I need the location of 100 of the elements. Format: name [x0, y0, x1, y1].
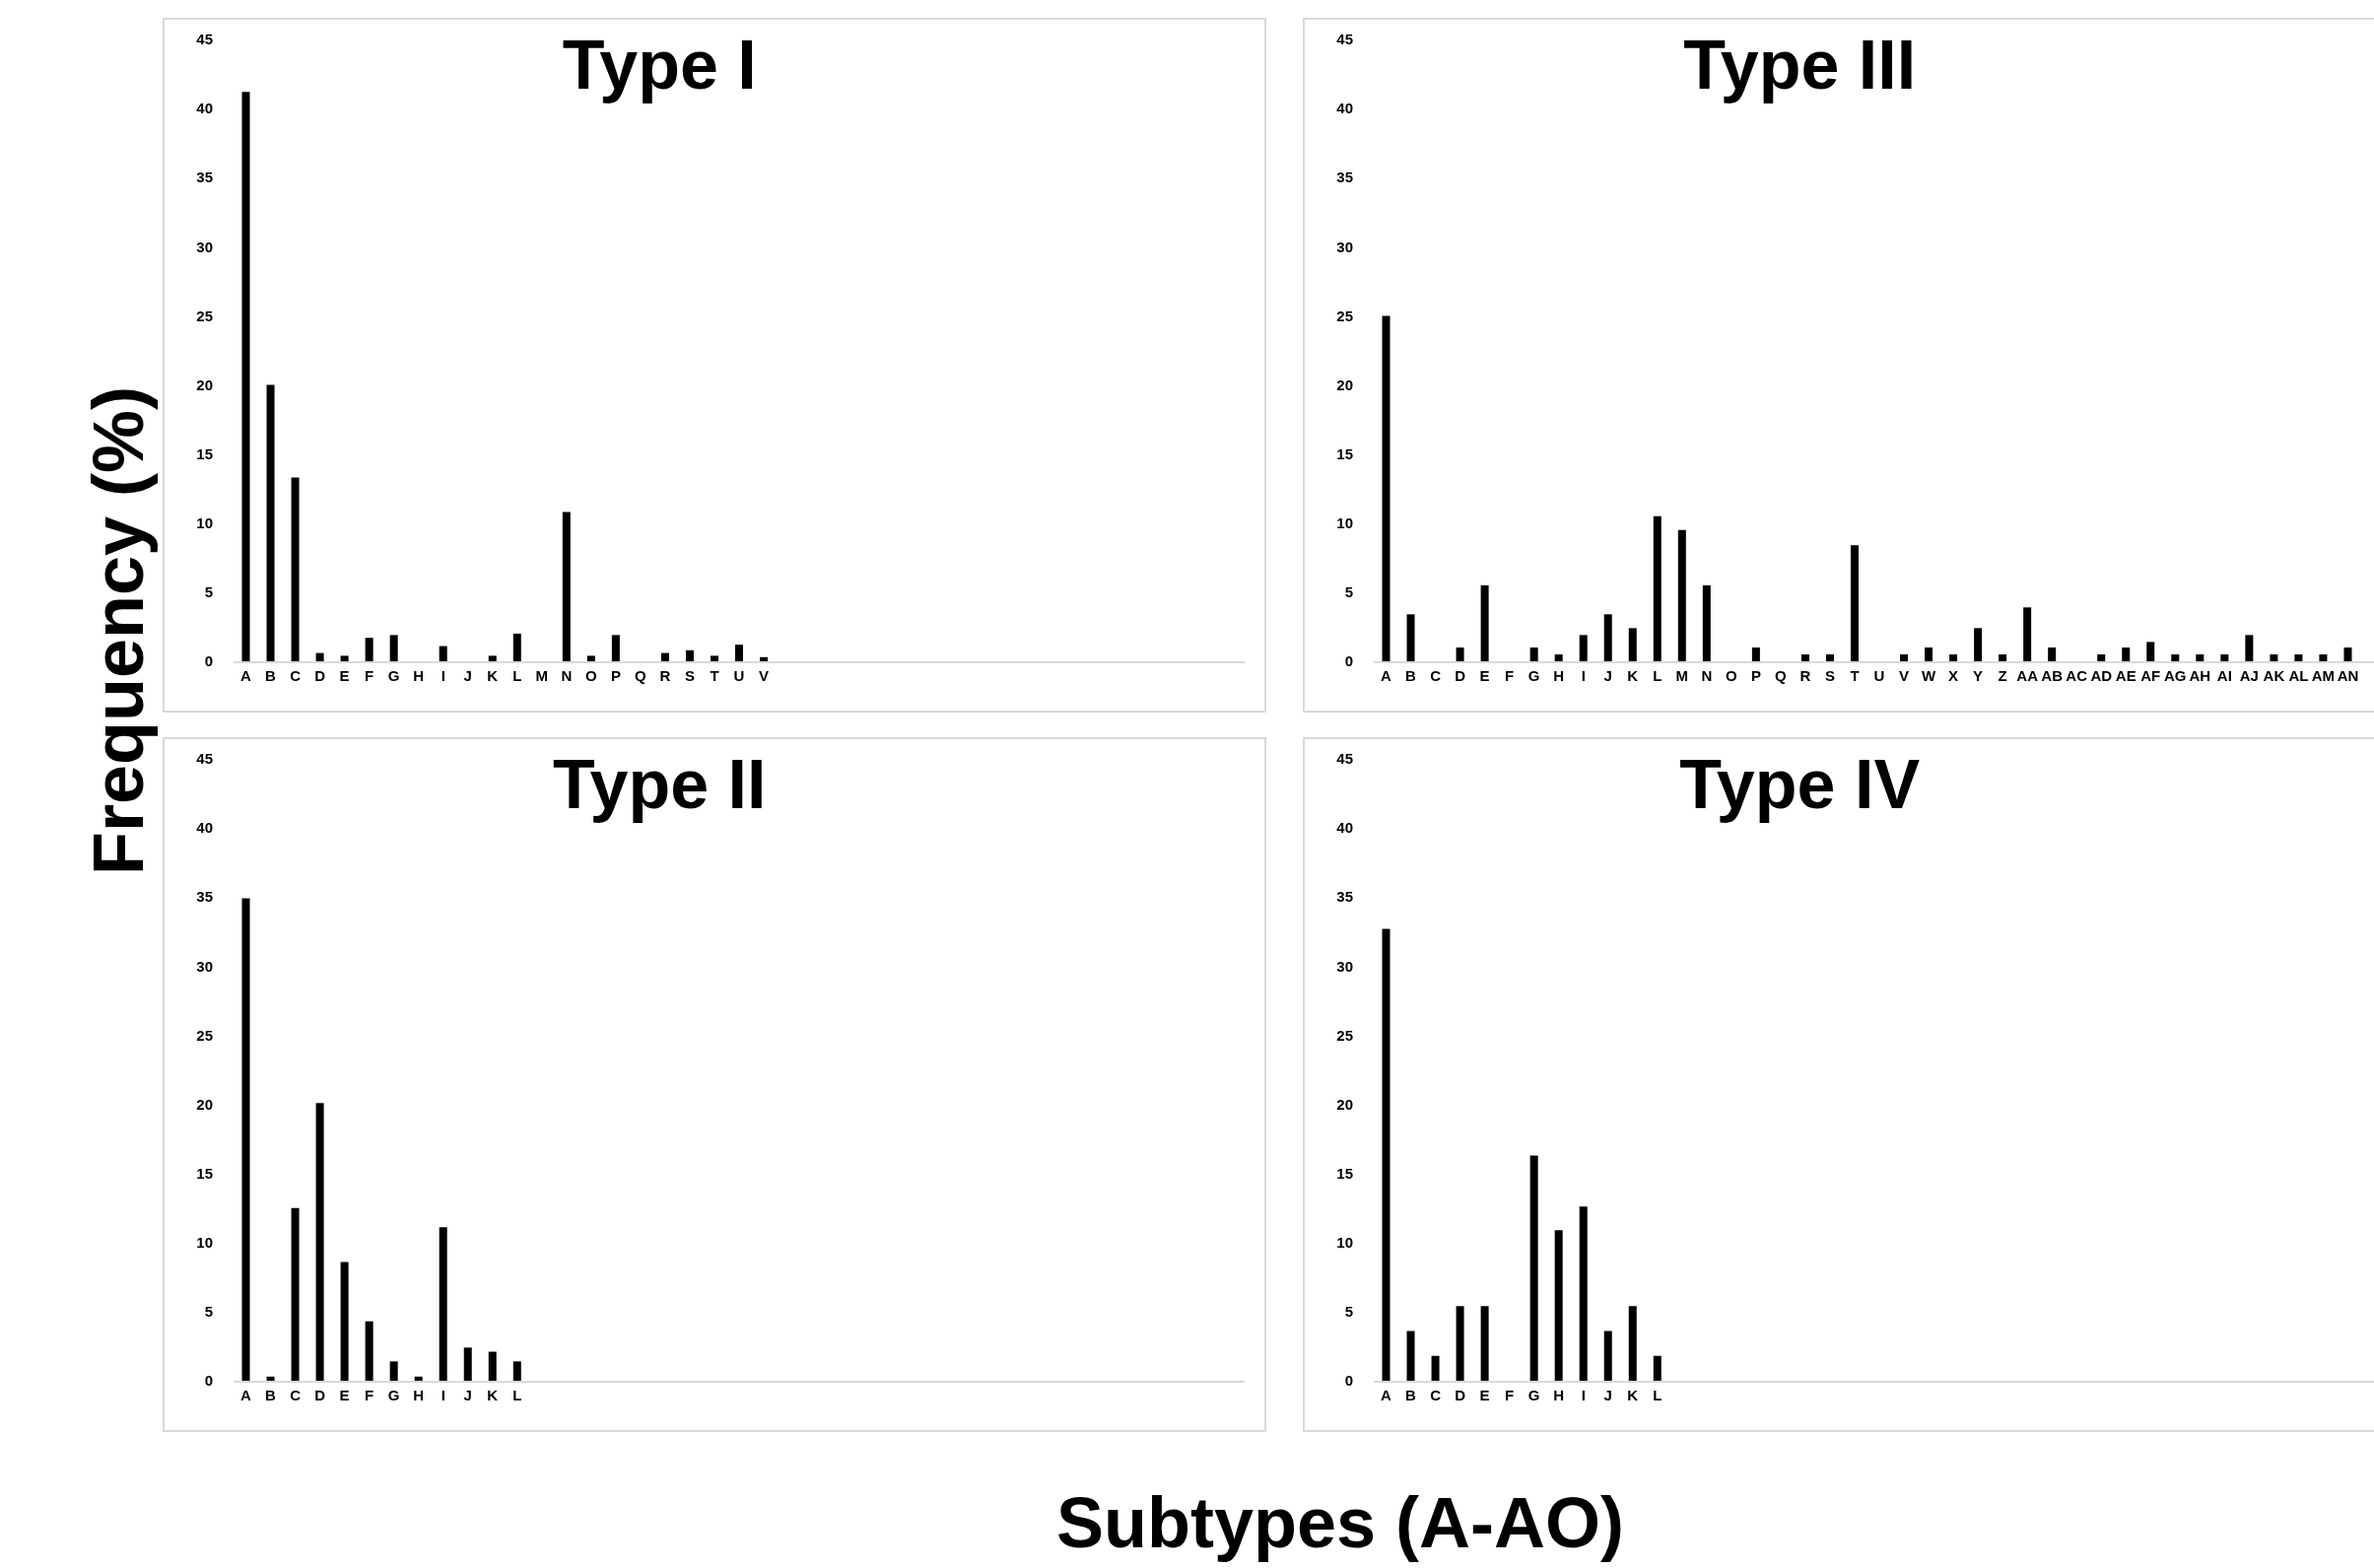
y-tick-label: 5	[204, 583, 213, 601]
x-tick-label: U	[1873, 667, 1885, 684]
x-tick-label: M	[1675, 667, 1689, 684]
y-tick-label: 30	[1336, 238, 1353, 255]
y-axis-title: Frequency (%)	[78, 385, 159, 876]
x-tick-label: V	[759, 667, 770, 684]
y-tick-label: 15	[196, 444, 213, 462]
bar	[315, 652, 324, 661]
x-tick-label: AI	[2216, 667, 2232, 684]
x-tick-label: G	[1527, 667, 1540, 684]
bar	[340, 655, 349, 661]
x-tick-label: AN	[2337, 667, 2359, 684]
bar	[439, 646, 447, 661]
bar	[439, 1227, 447, 1381]
bar	[2294, 653, 2303, 661]
bar	[414, 1376, 423, 1381]
y-tick-label: 30	[196, 238, 213, 255]
bar	[1529, 647, 1538, 661]
x-tick-label: H	[1553, 667, 1565, 684]
y-tick-label: 15	[1336, 444, 1353, 462]
y-tick-label: 10	[196, 1234, 213, 1252]
y-tick-label: 15	[196, 1164, 213, 1182]
x-tick-label: C	[290, 1387, 302, 1403]
bar	[241, 92, 250, 661]
x-tick-label: A	[1381, 1387, 1392, 1403]
bar	[1974, 628, 1983, 661]
y-tick-label: 40	[196, 819, 213, 837]
bar	[2343, 647, 2352, 661]
bar	[562, 511, 571, 661]
x-tick-label: F	[365, 667, 374, 684]
bar	[266, 384, 275, 661]
x-tick-label: C	[290, 667, 302, 684]
x-tick-label: AH	[2189, 667, 2211, 684]
y-tick-label: 0	[204, 1372, 213, 1390]
y-tick-label: 0	[204, 652, 213, 670]
y-tick-label: 30	[196, 957, 213, 975]
x-tick-label: Y	[1973, 667, 1984, 684]
x-tick-label: I	[1581, 667, 1586, 684]
bar	[1677, 529, 1686, 661]
bar	[710, 655, 718, 661]
bar	[2146, 642, 2155, 661]
bar	[1800, 653, 1809, 661]
x-tick-label: L	[512, 667, 522, 684]
x-tick-label: AA	[2016, 667, 2039, 684]
bar	[1579, 635, 1588, 661]
y-tick-label: 35	[1336, 888, 1353, 906]
bar	[2097, 653, 2106, 661]
x-tick-label: F	[1505, 667, 1515, 684]
x-tick-label: E	[339, 1387, 350, 1403]
x-tick-label: L	[1653, 1387, 1662, 1403]
y-tick-label: 20	[196, 1095, 213, 1113]
bar	[2122, 647, 2131, 661]
x-tick-label: Q	[635, 667, 647, 684]
x-tick-label: S	[1824, 667, 1835, 684]
x-tick-label: F	[365, 1387, 374, 1403]
bar	[1554, 1230, 1563, 1381]
bar	[611, 635, 620, 661]
bar	[266, 1376, 275, 1381]
y-tick-label: 30	[1336, 957, 1353, 975]
x-tick-label: I	[1581, 1387, 1586, 1403]
bar	[2270, 653, 2278, 661]
x-tick-label: G	[387, 667, 400, 684]
bar	[1431, 1355, 1440, 1381]
x-tick-label: AF	[2140, 667, 2161, 684]
x-tick-label: D	[1455, 667, 1466, 684]
bar	[365, 1321, 373, 1381]
bar	[660, 652, 669, 661]
chart-title: Type III	[1683, 27, 1917, 104]
y-tick-label: 5	[1344, 583, 1353, 601]
y-tick-label: 0	[1344, 652, 1353, 670]
bar	[291, 1207, 300, 1381]
bar	[488, 655, 497, 661]
y-tick-label: 40	[196, 100, 213, 117]
x-tick-label: AM	[2311, 667, 2336, 684]
x-tick-label: B	[1405, 667, 1417, 684]
bar	[315, 1103, 324, 1381]
bar	[2023, 607, 2032, 661]
x-tick-label: B	[1405, 1387, 1417, 1403]
x-tick-label: K	[487, 1387, 499, 1403]
y-tick-label: 20	[196, 375, 213, 393]
bar	[1603, 614, 1612, 661]
x-tick-label: V	[1899, 667, 1910, 684]
bar	[586, 655, 595, 661]
y-tick-label: 40	[1336, 100, 1353, 117]
x-tick-label: S	[684, 667, 695, 684]
x-tick-label: K	[1627, 1387, 1639, 1403]
bar	[1949, 653, 1958, 661]
x-tick-label: I	[441, 667, 445, 684]
x-tick-label: AL	[2288, 667, 2309, 684]
y-tick-label: 45	[196, 750, 213, 768]
bar	[1702, 584, 1711, 661]
bar	[2319, 653, 2328, 661]
bar	[389, 635, 398, 661]
bar	[1382, 315, 1390, 661]
bar	[1382, 928, 1390, 1381]
x-tick-label: K	[1627, 667, 1639, 684]
x-tick-label: H	[1553, 1387, 1565, 1403]
y-tick-label: 25	[196, 307, 213, 324]
bar	[1999, 653, 2007, 661]
bar	[1628, 1306, 1637, 1381]
